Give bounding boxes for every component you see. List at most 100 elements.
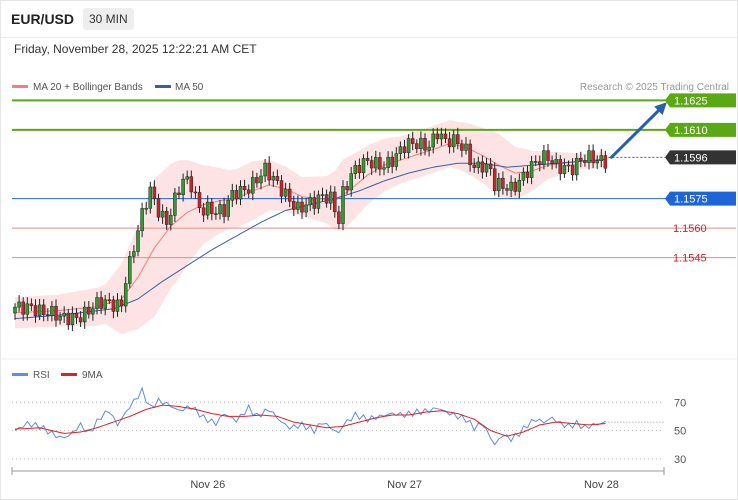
- candle: [587, 144, 591, 170]
- candle: [324, 189, 329, 208]
- candle: [464, 137, 468, 155]
- candle: [33, 299, 38, 323]
- candle: [226, 195, 230, 221]
- candle: [21, 297, 25, 321]
- candle: [144, 201, 148, 215]
- credit-label: Research © 2025 Trading Central: [580, 82, 729, 93]
- projection-arrow: [609, 102, 667, 159]
- candle: [107, 292, 112, 304]
- candle: [189, 170, 194, 199]
- candle: [300, 196, 304, 219]
- candle: [341, 180, 345, 231]
- candle: [201, 202, 206, 223]
- candle: [345, 180, 349, 195]
- candle: [558, 155, 563, 181]
- time-axis: Nov 26 Nov 27 Nov 28: [11, 467, 665, 491]
- candle: [136, 224, 140, 257]
- candle: [456, 127, 460, 150]
- level-tag-0: [665, 93, 736, 108]
- legend-9ma-swatch: [61, 373, 77, 376]
- candle: [529, 155, 534, 185]
- candle: [591, 144, 595, 169]
- candle: [140, 202, 144, 238]
- candle: [546, 144, 550, 167]
- candle: [271, 171, 276, 187]
- candle: [148, 181, 153, 214]
- candle: [480, 155, 485, 179]
- candle: [390, 151, 394, 174]
- candle: [410, 131, 415, 151]
- candle: [177, 186, 181, 200]
- candle: [554, 152, 558, 169]
- candle: [431, 128, 435, 154]
- candle: [214, 206, 218, 220]
- candle: [603, 150, 608, 173]
- rsi-line: [14, 386, 606, 446]
- candle: [312, 190, 317, 215]
- candle: [386, 151, 390, 174]
- rsi-tick-label-1: 50: [674, 426, 686, 438]
- legend-rsi-swatch: [12, 373, 28, 376]
- candle: [91, 302, 95, 321]
- candle: [50, 301, 54, 322]
- candle: [566, 160, 571, 172]
- candle: [218, 200, 222, 220]
- candle: [119, 295, 124, 313]
- candle: [197, 185, 202, 213]
- candle: [238, 180, 243, 206]
- candle: [427, 140, 431, 157]
- candle: [419, 131, 423, 156]
- candlesticks: [13, 127, 608, 332]
- candle: [460, 139, 464, 158]
- candle: [328, 185, 333, 210]
- candle: [476, 156, 481, 174]
- candle: [99, 290, 103, 315]
- candle: [337, 205, 341, 230]
- level-tag-2: [665, 191, 736, 206]
- candle: [525, 165, 530, 184]
- rsi-9ma-line: [14, 404, 606, 437]
- candle: [316, 190, 321, 214]
- candle: [505, 184, 509, 196]
- candle: [369, 155, 374, 175]
- candle: [361, 154, 366, 180]
- timeframe-button[interactable]: 30 MIN: [83, 8, 134, 30]
- legend-ma50-label: MA 50: [175, 82, 204, 93]
- rsi-pane: 70 50 30: [12, 386, 686, 466]
- candle: [82, 301, 87, 329]
- candle: [115, 293, 120, 317]
- candle: [251, 170, 255, 201]
- candle: [46, 308, 50, 322]
- candle: [488, 157, 493, 176]
- candle: [378, 152, 382, 176]
- time-tick-label-2: Nov 28: [584, 479, 619, 491]
- candle: [181, 173, 185, 202]
- candle: [283, 182, 288, 202]
- candle: [25, 297, 30, 321]
- candle: [517, 173, 522, 199]
- projection-arrow-head: [654, 102, 667, 116]
- candle: [296, 195, 300, 214]
- candle: [29, 298, 34, 311]
- price-legend: MA 20 + Bollinger Bands MA 50: [12, 82, 204, 93]
- candle: [164, 207, 169, 231]
- candle: [242, 179, 247, 197]
- candle: [439, 127, 444, 146]
- candle: [472, 158, 476, 173]
- candle: [41, 299, 46, 322]
- symbol-label: EUR/USD: [11, 11, 75, 27]
- candle: [169, 208, 173, 231]
- legend-rsi-label: RSI: [33, 370, 50, 381]
- chart-header: EUR/USD 30 MIN: [1, 1, 737, 38]
- candle: [583, 154, 587, 167]
- candle: [37, 298, 42, 321]
- candle: [111, 295, 116, 319]
- candle: [562, 158, 567, 178]
- candle: [156, 193, 161, 222]
- candle: [447, 132, 452, 154]
- candle: [205, 195, 210, 220]
- candle: [398, 141, 403, 161]
- last-price-tag: [665, 150, 736, 165]
- candle: [185, 170, 189, 185]
- candle: [308, 193, 312, 212]
